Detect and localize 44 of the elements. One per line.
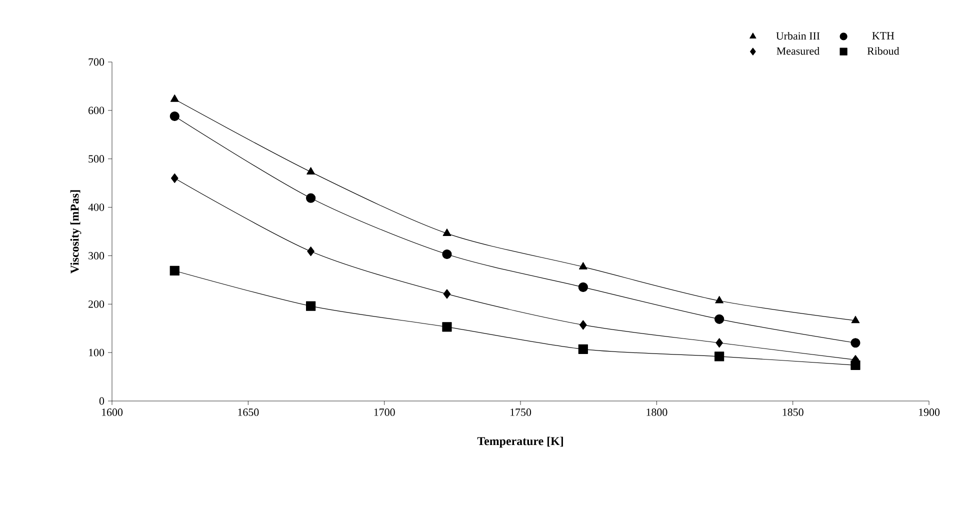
point — [716, 338, 723, 348]
legend-label: KTH — [872, 32, 894, 40]
point — [170, 111, 180, 122]
x-axis-title: Temperature [K] — [477, 436, 563, 448]
point — [578, 344, 588, 354]
point — [170, 173, 178, 184]
y-axis-title: Viscosity [mPas] — [70, 190, 82, 274]
point — [850, 338, 860, 348]
y-tick-label: 100 — [89, 348, 104, 356]
point — [578, 262, 588, 270]
point — [578, 282, 588, 292]
y-tick-label: 700 — [88, 58, 104, 66]
x-tick-label: 1800 — [646, 408, 668, 416]
x-tick-label: 1650 — [238, 408, 259, 416]
point — [715, 296, 724, 304]
point — [170, 94, 179, 102]
point — [851, 316, 860, 324]
point — [442, 228, 452, 236]
point — [170, 266, 180, 276]
point — [306, 301, 316, 311]
point — [714, 314, 724, 324]
point — [306, 167, 316, 174]
x-tick-label: 1600 — [102, 408, 123, 416]
point — [850, 360, 860, 370]
point — [306, 193, 316, 203]
x-tick-label: 1750 — [510, 408, 532, 416]
y-tick-label: 300 — [88, 252, 104, 260]
point — [579, 320, 587, 330]
legend-label: Measured — [776, 47, 820, 55]
x-tick-label: 1850 — [782, 408, 804, 416]
point — [443, 289, 451, 299]
point — [307, 246, 314, 256]
point — [442, 249, 452, 260]
y-tick-label: 500 — [88, 155, 104, 163]
legend-label: Urbain III — [776, 32, 820, 40]
x-tick-label: 1700 — [374, 408, 395, 416]
point — [714, 352, 724, 362]
legend-label: Riboud — [867, 47, 900, 55]
point — [442, 322, 452, 332]
y-tick-label: 0 — [99, 397, 104, 405]
y-tick-label: 200 — [88, 300, 104, 308]
y-tick-label: 400 — [88, 204, 104, 211]
y-tick-label: 600 — [88, 106, 104, 114]
x-tick-label: 1900 — [919, 408, 940, 416]
